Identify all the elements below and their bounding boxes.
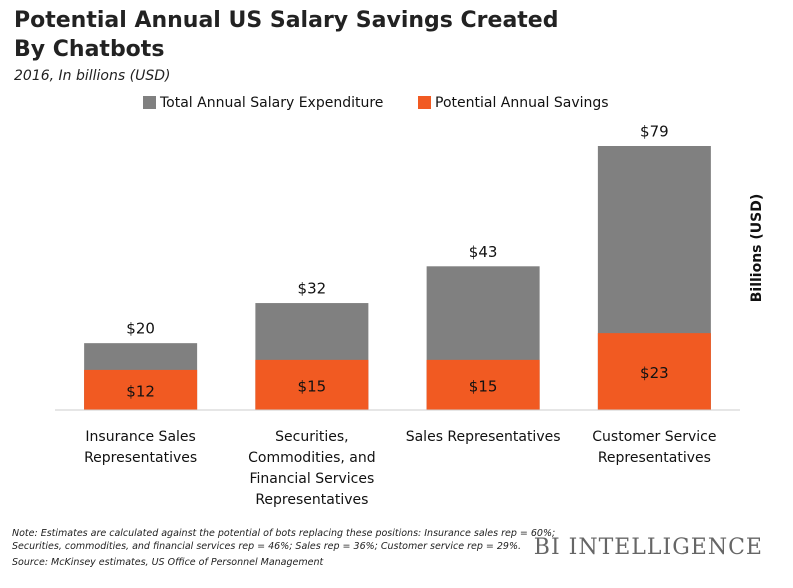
value-label: $43 bbox=[469, 243, 498, 261]
value-label: $15 bbox=[298, 377, 327, 395]
value-label: $79 bbox=[640, 123, 669, 141]
legend-swatch bbox=[418, 96, 431, 109]
value-label: $23 bbox=[640, 364, 669, 382]
bar bbox=[426, 359, 540, 410]
x-tick-label: Insurance Sales Representatives bbox=[84, 429, 198, 466]
legend-label: Total Annual Salary Expenditure bbox=[159, 95, 383, 111]
legend-swatch bbox=[143, 96, 156, 109]
bar bbox=[597, 333, 711, 410]
source: Source: McKinsey estimates, US Office of… bbox=[12, 557, 324, 568]
value-label: $32 bbox=[298, 280, 327, 298]
legend-label: Potential Annual Savings bbox=[435, 95, 609, 111]
chart-title: Potential Annual US Salary Savings Creat… bbox=[14, 8, 559, 62]
brand-logo: BI INTELLIGENCE bbox=[533, 535, 763, 560]
y-axis-label: Billions (USD) bbox=[749, 194, 765, 303]
x-tick-label: Sales Representatives bbox=[405, 429, 561, 445]
note: Note: Estimates are calculated against t… bbox=[12, 528, 556, 552]
bar bbox=[84, 369, 198, 410]
x-tick-label: Customer Service Representatives bbox=[592, 429, 717, 466]
value-label: $20 bbox=[126, 320, 155, 338]
bar bbox=[255, 359, 369, 410]
value-label: $12 bbox=[126, 382, 155, 400]
value-label: $15 bbox=[469, 377, 498, 395]
chart-subtitle: 2016, In billions (USD) bbox=[14, 68, 171, 84]
x-tick-label: Securities, Commodities, and Financial S… bbox=[248, 429, 376, 508]
